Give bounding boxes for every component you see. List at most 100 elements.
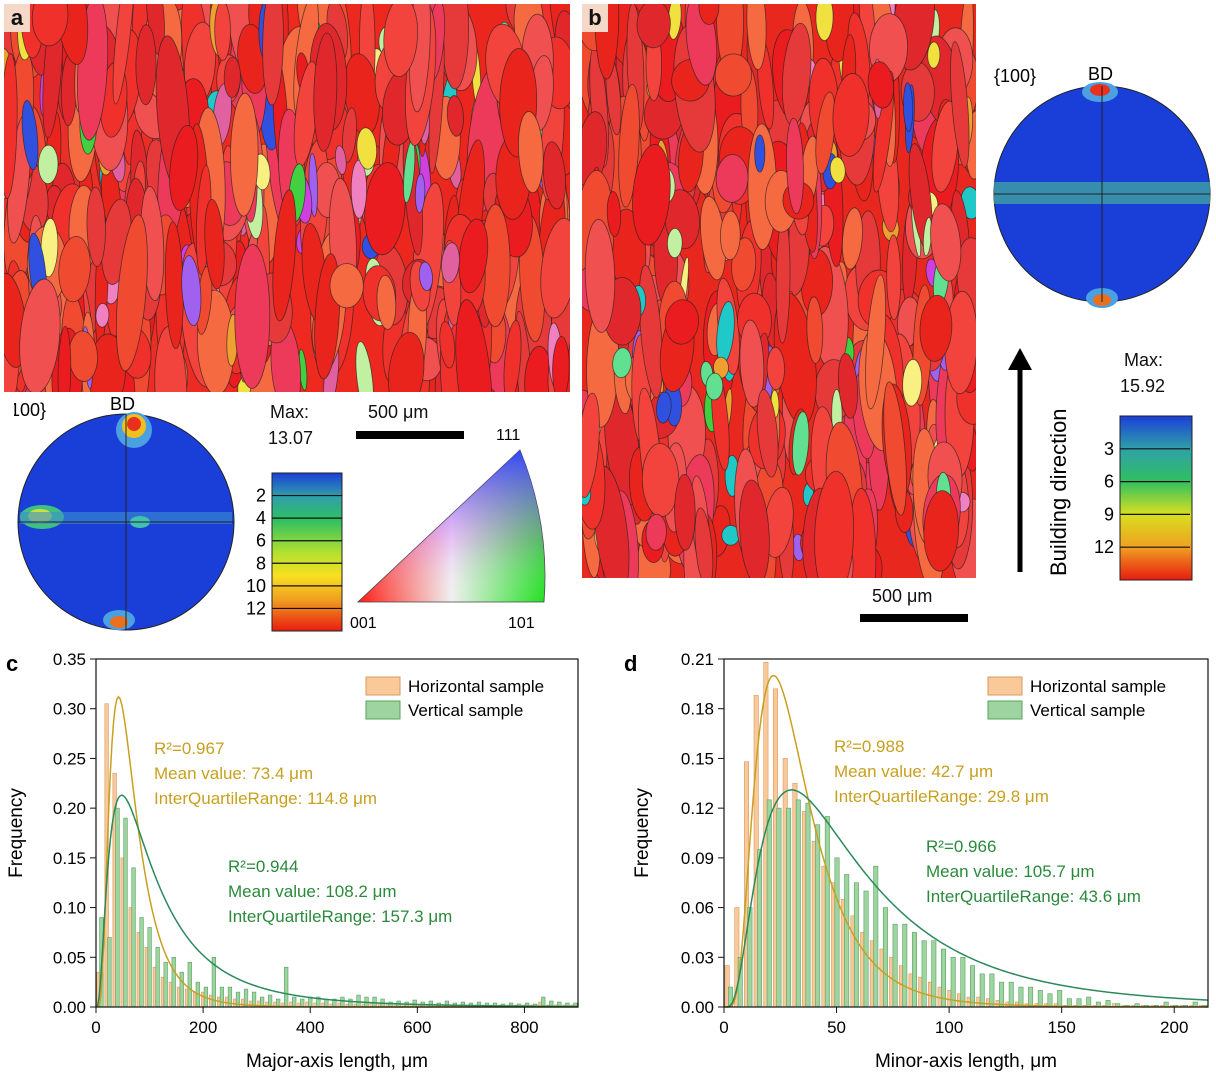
bar-vertical	[412, 999, 417, 1008]
legend-label: Vertical sample	[1030, 701, 1145, 720]
bar-vertical	[284, 966, 289, 1008]
pole-figure-a: {100} BD	[14, 394, 235, 631]
y-tick-label: 0.03	[681, 948, 714, 967]
pf-b-max-label: Max:	[1124, 350, 1164, 370]
scale-tick-label: 6	[256, 531, 266, 551]
y-axis-label: Frequency	[632, 788, 653, 878]
x-tick-label: 400	[296, 1018, 324, 1037]
panel-tag-b: b	[582, 4, 608, 32]
bar-vertical	[960, 956, 966, 1008]
y-tick-label: 0.12	[681, 799, 714, 818]
bar-vertical	[766, 799, 772, 1008]
legend-swatch	[987, 700, 1023, 720]
bar-vertical	[356, 994, 361, 1008]
bar-vertical	[340, 996, 345, 1008]
bar-vertical	[1057, 990, 1063, 1008]
pf-a-axis: BD	[110, 394, 135, 414]
bar-vertical	[444, 1000, 449, 1008]
bar-vertical	[805, 802, 811, 1008]
legend-label: Horizontal sample	[1030, 677, 1166, 696]
y-tick-label: 0.10	[53, 899, 86, 918]
bar-vertical	[921, 940, 927, 1008]
legend-label: Vertical sample	[408, 701, 523, 720]
building-direction-label: Building direction	[1046, 408, 1071, 576]
annotation-text: R²=0.944	[228, 857, 298, 876]
bar-vertical	[268, 994, 273, 1008]
bar-vertical	[131, 867, 136, 1008]
chart-c: c 0 200 400 600 800 0.00 0.05 0.10 0.15 0.20 0.25 0.…	[6, 650, 579, 1072]
annotation-text: Mean value: 108.2 μm	[228, 882, 397, 901]
scale-bar-a	[356, 431, 464, 439]
plot-frame	[95, 658, 579, 1008]
ebsd-map-b	[582, 4, 976, 578]
x-tick-label: 200	[1160, 1018, 1188, 1037]
bar-vertical	[219, 986, 225, 1008]
bar-vertical	[348, 998, 353, 1008]
bar-vertical	[171, 956, 176, 1008]
y-tick-label: 0.00	[53, 998, 86, 1017]
scale-tick-label: 12	[1094, 537, 1114, 557]
x-axis-label: Major-axis length, μm	[246, 1051, 428, 1072]
x-axis-label: Minor-axis length, μm	[875, 1051, 1057, 1072]
bar-vertical	[979, 973, 985, 1008]
scale-bar-a-label: 500 μm	[368, 402, 429, 422]
y-tick-label: 0.09	[681, 849, 714, 868]
bar-vertical	[999, 981, 1005, 1008]
fit-curve-vertical	[725, 789, 1209, 1008]
ipf-001: 001	[350, 615, 377, 632]
bar-vertical	[911, 932, 917, 1008]
y-tick-label: 0.06	[681, 899, 714, 918]
chart-d: d 0 50 100 150 200 0.00 0.03 0.06 0.09 0.12 0.15 0.1…	[624, 650, 1209, 1072]
bar-vertical	[1037, 990, 1043, 1008]
bar-vertical	[107, 937, 112, 1008]
annotation-text: Mean value: 73.4 μm	[154, 764, 313, 783]
legend-swatch	[365, 676, 401, 696]
pf-b-plane: {100}	[994, 66, 1036, 86]
legend-swatch	[987, 676, 1023, 696]
legend-label: Horizontal sample	[408, 677, 544, 696]
panel-tag-a: a	[4, 4, 30, 32]
annotation-text: InterQuartileRange: 29.8 μm	[834, 787, 1049, 806]
x-tick-label: 150	[1047, 1018, 1075, 1037]
bar-vertical	[1018, 986, 1024, 1008]
bar-vertical	[115, 807, 120, 1008]
y-tick-label: 0.15	[53, 849, 86, 868]
pf-a-max-value: 13.07	[268, 428, 314, 448]
x-tick-label: 600	[403, 1018, 431, 1037]
annotation-text: InterQuartileRange: 43.6 μm	[926, 887, 1141, 906]
bar-vertical	[1086, 996, 1092, 1008]
panel-letter: c	[6, 651, 18, 676]
bar-vertical	[1028, 986, 1034, 1008]
bar-vertical	[308, 996, 313, 1008]
bar-vertical	[824, 816, 830, 1008]
bar-vertical	[757, 849, 763, 1008]
annotation-text: InterQuartileRange: 157.3 μm	[228, 907, 452, 926]
ebsd-map-a	[4, 4, 570, 392]
annotation-text: R²=0.967	[154, 739, 224, 758]
x-tick-label: 100	[935, 1018, 963, 1037]
panel-letter: d	[624, 651, 637, 676]
bar-vertical	[155, 947, 160, 1008]
ipf-triangle: 111 001 101	[350, 427, 546, 632]
y-axis-label: Frequency	[6, 788, 27, 878]
annotation-text: R²=0.966	[926, 837, 996, 856]
bar-vertical	[300, 998, 305, 1008]
y-tick-label: 0.30	[53, 700, 86, 719]
y-tick-label: 0.05	[53, 948, 86, 967]
y-tick-label: 0.35	[53, 650, 86, 669]
annotation-text: InterQuartileRange: 114.8 μm	[154, 789, 377, 808]
color-scale-b: 3 6 9 12	[1094, 415, 1193, 581]
scale-tick-label: 3	[1104, 439, 1114, 459]
y-tick-label: 0.21	[681, 650, 714, 669]
scale-bar-b	[860, 614, 968, 622]
bar-vertical	[786, 807, 792, 1008]
bar-vertical	[1008, 981, 1014, 1008]
scale-tick-label: 12	[246, 598, 266, 618]
pf-a-plane: {100}	[14, 400, 46, 420]
x-tick-label: 800	[510, 1018, 538, 1037]
bar-vertical	[795, 799, 801, 1008]
building-direction-arrow: Building direction	[1008, 348, 1071, 576]
fit-curve-vertical	[96, 794, 579, 1008]
bar-vertical	[892, 923, 898, 1008]
